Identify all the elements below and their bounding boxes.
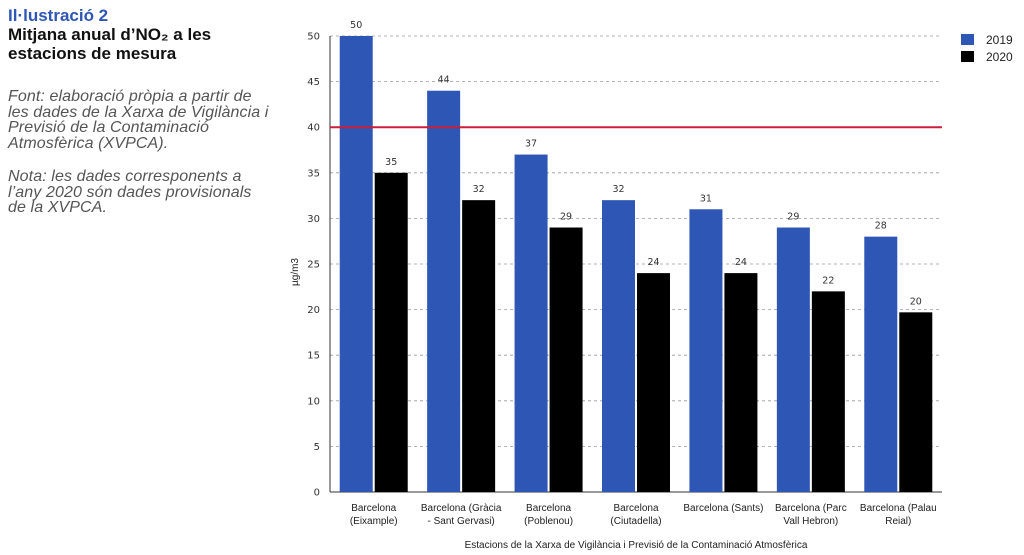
source-note: Font: elaboració pròpia a partir de les …: [8, 88, 269, 152]
data-label-2020: 20: [910, 296, 922, 307]
category-labels: Barcelona (Eixample) Barcelona (Gràcia - Sa…: [350, 503, 937, 527]
y-tick-label: 35: [307, 168, 320, 179]
data-label-2020: 24: [735, 257, 747, 268]
category-label: Barcelona (Poblenou): [524, 503, 573, 527]
category-label: Barcelona (Ciutadella): [610, 503, 661, 527]
category-label-line: Barcelona (Palau: [860, 503, 937, 514]
data-label-2020: 29: [560, 212, 572, 223]
category-label-line: Barcelona (Gràcia: [421, 503, 502, 514]
y-tick-label: 50: [307, 32, 320, 43]
bar-2020: [724, 273, 758, 492]
category-label: Barcelona (Sants): [683, 503, 763, 514]
category-label-line: Barcelona: [526, 503, 571, 514]
bar-2019: [602, 200, 635, 492]
data-label-2019: 29: [787, 212, 799, 223]
bar-2019: [689, 209, 723, 492]
y-axis-ticks: 0 5 10 15 20 25 30 35 40 45 50: [307, 32, 320, 499]
x-axis-title: Estacions de la Xarxa de Vigilància i Pr…: [465, 540, 808, 551]
bar-2020: [637, 273, 670, 492]
data-label-2019: 32: [612, 184, 624, 195]
category-label-line: Barcelona (Parc: [775, 503, 847, 514]
y-axis-title: µg/m3: [290, 258, 301, 286]
category-label-line: Reial): [885, 516, 911, 527]
category-label-line: (Ciutadella): [610, 516, 661, 527]
provisional-note: Nota: les dades corresponents a l’any 20…: [8, 168, 252, 216]
y-tick-label: 45: [307, 77, 320, 88]
bar-2019: [514, 154, 548, 492]
data-label-2019: 44: [438, 75, 450, 86]
y-tick-label: 0: [314, 488, 320, 499]
y-tick-label: 5: [314, 442, 320, 453]
legend-swatch-2019: [961, 34, 974, 45]
illustration-panel: Il·lustració 2 Mitjana anual d’NO₂ a les…: [8, 6, 270, 216]
y-tick-label: 30: [307, 214, 320, 225]
bar-2020: [811, 291, 845, 492]
bar-2019: [339, 36, 373, 492]
y-tick-label: 25: [307, 260, 320, 271]
legend: 2019 2020: [961, 33, 1013, 64]
category-label: Barcelona (Palau Reial): [860, 503, 937, 527]
y-tick-label: 15: [307, 351, 320, 362]
legend-label-2019: 2019: [986, 33, 1013, 47]
bar-2019: [864, 236, 898, 492]
category-label-line: (Eixample): [350, 516, 398, 527]
bar-2019: [776, 227, 810, 492]
data-label-2020: 22: [822, 275, 834, 286]
legend-swatch-2020: [961, 51, 974, 62]
data-label-2020: 32: [473, 184, 485, 195]
bar-2019: [427, 90, 461, 492]
data-label-2020: 24: [647, 257, 659, 268]
y-tick-label: 20: [307, 305, 320, 316]
chart-title: Mitjana anual d’NO₂ a les estacions de m…: [8, 25, 212, 63]
illustration-number: Il·lustració 2: [8, 6, 109, 25]
data-label-2019: 31: [700, 193, 712, 204]
bar-2020: [899, 312, 933, 492]
data-label-2019: 37: [525, 139, 537, 150]
y-tick-label: 10: [307, 396, 320, 407]
category-label-line: Barcelona: [613, 503, 658, 514]
category-label-line: Barcelona: [351, 503, 396, 514]
category-label-line: Vall Hebron): [783, 516, 838, 527]
category-label: Barcelona (Eixample): [350, 503, 398, 527]
bar-2020: [462, 200, 496, 492]
bar-2020: [549, 227, 583, 492]
bar-2020: [374, 172, 408, 493]
bars: [339, 36, 933, 493]
data-labels: 50 35 44 32 37 29 32 24 31 24 29 22 28 20: [350, 20, 922, 307]
data-label-2019: 50: [350, 20, 362, 31]
category-label-line: - Sant Gervasi): [428, 516, 495, 527]
category-label: Barcelona (Parc Vall Hebron): [775, 503, 847, 527]
legend-label-2020: 2020: [986, 50, 1013, 64]
data-label-2020: 35: [385, 157, 397, 168]
data-label-2019: 28: [875, 221, 887, 232]
category-label-line: (Poblenou): [524, 516, 573, 527]
y-tick-label: 40: [307, 123, 320, 134]
category-label-line: Barcelona (Sants): [683, 503, 763, 514]
gridlines: [330, 35, 942, 447]
category-label: Barcelona (Gràcia - Sant Gervasi): [421, 503, 502, 527]
